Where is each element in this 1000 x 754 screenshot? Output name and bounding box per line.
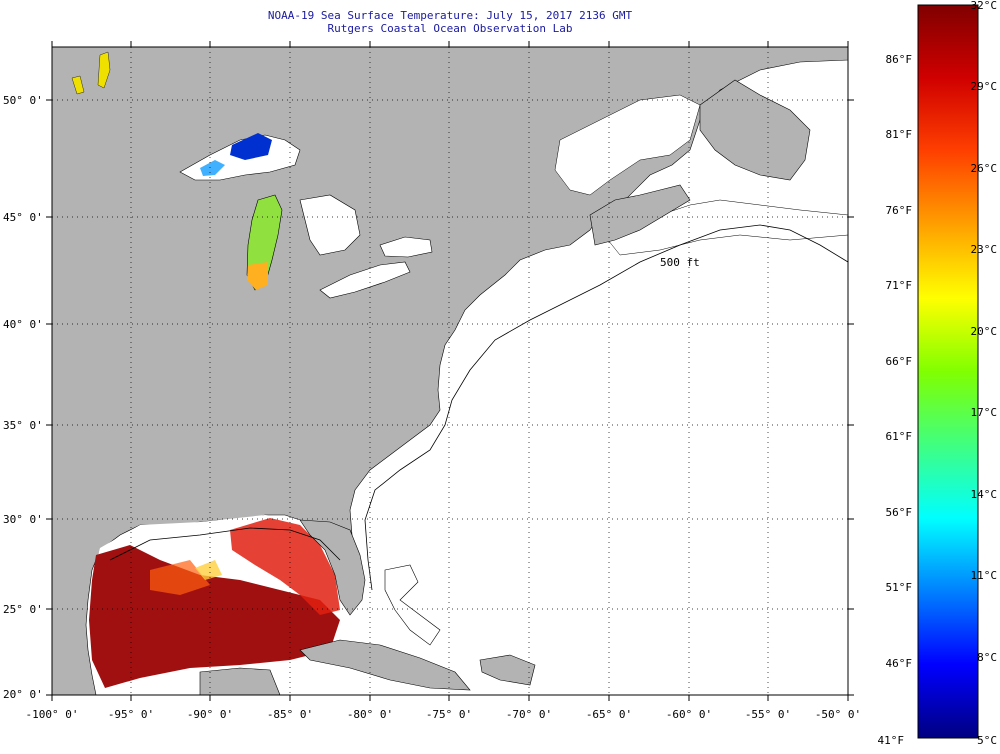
lon-label: -75° 0': [426, 708, 472, 721]
newfoundland: [699, 79, 811, 181]
longitude-labels: -100° 0' -95° 0' -90° 0' -85° 0' -80° 0'…: [26, 708, 860, 721]
yucatan: [199, 667, 281, 696]
gulf-sst-orange: [150, 560, 210, 595]
isobath-line-gulf: [109, 527, 341, 561]
cuba: [299, 639, 471, 691]
fahrenheit-label: 61°F: [886, 430, 913, 443]
lake-michigan-south: [247, 262, 268, 290]
lon-label: -90° 0': [187, 708, 233, 721]
celsius-label: 5°C: [977, 734, 997, 747]
fahrenheit-label: 46°F: [886, 657, 913, 670]
celsius-label: 14°C: [971, 488, 998, 501]
lat-label: 30° 0': [3, 513, 43, 526]
hispaniola: [479, 654, 536, 686]
lat-label: 40° 0': [3, 318, 43, 331]
lake-winnipeg-yellow: [97, 51, 111, 89]
lat-label: 25° 0': [3, 603, 43, 616]
fahrenheit-label: 71°F: [886, 279, 913, 292]
lake-ontario: [379, 236, 433, 258]
lon-label: -50° 0': [815, 708, 860, 721]
color-scale: 86°F 81°F 76°F 71°F 66°F 61°F 56°F 51°F …: [878, 0, 998, 747]
fahrenheit-label: 56°F: [886, 506, 913, 519]
fahrenheit-label: 76°F: [886, 204, 913, 217]
gulf-sst-bright: [230, 518, 340, 615]
lake-huron: [299, 194, 361, 256]
florida: [299, 519, 366, 616]
lon-label: -65° 0': [586, 708, 632, 721]
lon-label: -70° 0': [506, 708, 552, 721]
celsius-label: 23°C: [971, 243, 998, 256]
lon-label: -95° 0': [108, 708, 154, 721]
latitude-labels: 50° 0' 45° 0' 40° 0' 35° 0' 30° 0' 25° 0…: [3, 94, 43, 701]
lon-label: -55° 0': [745, 708, 791, 721]
fahrenheit-label: 51°F: [886, 581, 913, 594]
graticule: [46, 41, 854, 701]
celsius-label: 8°C: [977, 651, 997, 664]
lake-small-yellow: [71, 75, 85, 95]
lon-label: -60° 0': [666, 708, 712, 721]
gulf-sst-yellow: [195, 560, 222, 580]
nova-scotia: [589, 184, 691, 246]
isobath-label: 500 ft: [660, 256, 700, 269]
land-mass: [51, 46, 849, 696]
celsius-label: 17°C: [971, 406, 998, 419]
lake-superior-sst: [230, 133, 272, 160]
lon-label: -100° 0': [26, 708, 79, 721]
fahrenheit-label: 86°F: [886, 53, 913, 66]
lake-superior-sst-west: [200, 160, 225, 176]
map-subtitle: Rutgers Coastal Ocean Observation Lab: [327, 22, 573, 35]
celsius-label: 26°C: [971, 162, 998, 175]
sst-map: 500 ft -100° 0' -95° 0' -90° 0' -85° 0' …: [3, 41, 860, 721]
map-title: NOAA-19 Sea Surface Temperature: July 15…: [267, 9, 633, 22]
fahrenheit-label: 66°F: [886, 355, 913, 368]
celsius-label: 20°C: [971, 325, 998, 338]
celsius-label: 32°C: [971, 0, 998, 12]
isobath-line: [364, 224, 849, 591]
bahamas: [384, 564, 441, 646]
fahrenheit-label: 41°F: [878, 734, 905, 747]
fahrenheit-label: 81°F: [886, 128, 913, 141]
celsius-label: 11°C: [971, 569, 998, 582]
lat-label: 20° 0': [3, 688, 43, 701]
gulf-st-lawrence: [554, 94, 701, 196]
lat-label: 45° 0': [3, 211, 43, 224]
map-frame: [51, 46, 849, 696]
lat-label: 35° 0': [3, 419, 43, 432]
lake-erie: [319, 261, 411, 299]
lon-label: -80° 0': [347, 708, 393, 721]
lon-label: -85° 0': [267, 708, 313, 721]
lat-label: 50° 0': [3, 94, 43, 107]
celsius-label: 29°C: [971, 80, 998, 93]
color-scale-bar: [917, 4, 979, 739]
